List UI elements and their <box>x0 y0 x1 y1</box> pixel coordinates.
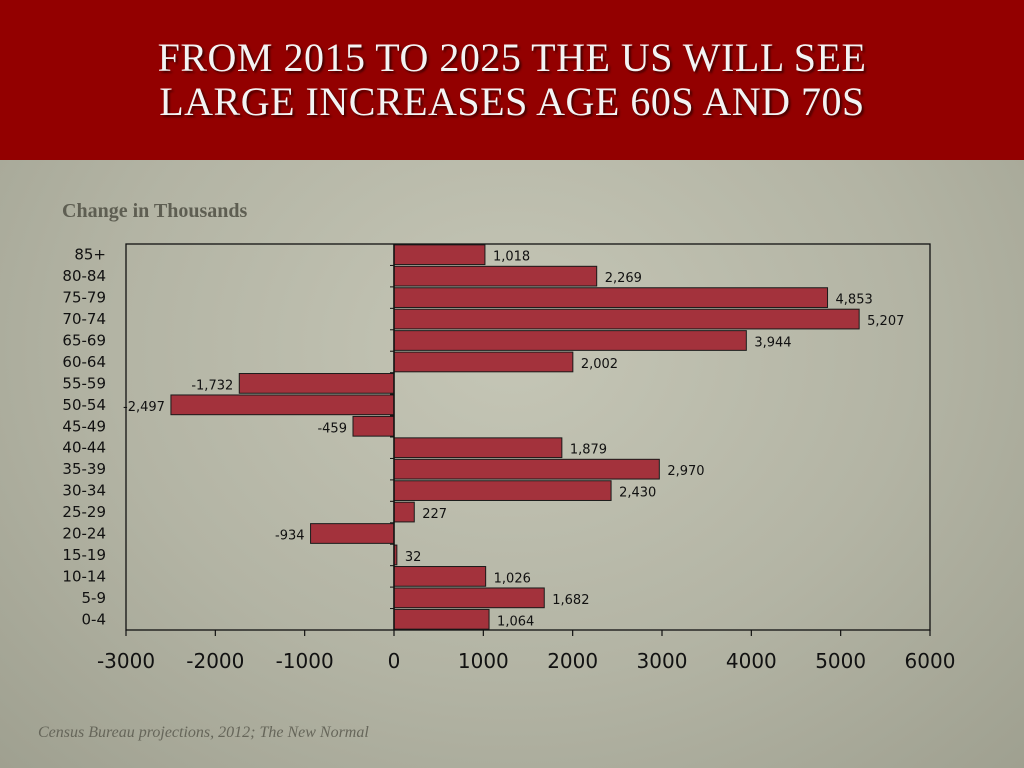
category-label: 25-29 <box>62 503 106 521</box>
category-label: 35-39 <box>62 460 106 478</box>
value-label: -459 <box>317 421 347 436</box>
category-label: 40-44 <box>62 439 106 457</box>
category-label: 60-64 <box>62 353 106 371</box>
x-tick-label: 1000 <box>458 649 509 673</box>
category-label: 5-9 <box>82 589 107 607</box>
slide-title-line-2: large increases age 60s and 70s <box>159 79 865 124</box>
plot-frame <box>125 243 931 631</box>
value-label: 2,970 <box>667 464 704 479</box>
chart-title: Change in Thousands <box>62 200 248 222</box>
x-tick-label: 6000 <box>905 649 956 673</box>
value-label: 3,944 <box>754 336 791 351</box>
bar <box>170 394 395 416</box>
category-label: 10-14 <box>62 567 106 585</box>
x-tick-label: -2000 <box>186 649 244 673</box>
category-label: 70-74 <box>62 310 106 328</box>
source-note: Census Bureau projections, 2012; The New… <box>38 724 369 741</box>
bar <box>393 287 829 308</box>
value-label: 1,026 <box>494 571 531 586</box>
x-tick-label: 0 <box>388 649 401 673</box>
category-label: 65-69 <box>62 332 106 350</box>
category-label: 30-34 <box>62 482 106 500</box>
bar <box>393 587 545 609</box>
value-label: 2,269 <box>605 271 642 286</box>
x-tick-label: 5000 <box>815 649 866 673</box>
category-label: 75-79 <box>62 289 106 307</box>
bar <box>393 265 598 287</box>
category-label: 50-54 <box>62 396 106 414</box>
value-label: 32 <box>405 550 422 565</box>
category-label: 0-4 <box>82 610 107 628</box>
bar <box>393 308 860 330</box>
category-label: 55-59 <box>62 374 106 392</box>
value-label: 2,002 <box>581 357 618 372</box>
slide-title-line-1: From 2015 to 2025 the US will see <box>157 35 867 80</box>
value-label: 5,207 <box>867 314 904 329</box>
value-label: -2,497 <box>123 400 165 415</box>
bar <box>238 373 395 394</box>
bar <box>310 523 395 544</box>
value-label: 4,853 <box>836 293 873 308</box>
category-label: 20-24 <box>62 525 106 543</box>
bar <box>393 244 486 266</box>
value-label: -1,732 <box>191 378 233 393</box>
bar <box>352 415 395 437</box>
x-tick-label: 4000 <box>726 649 777 673</box>
category-label: 85+ <box>74 246 106 264</box>
bar <box>393 351 574 373</box>
x-tick-label: -1000 <box>276 649 334 673</box>
value-label: -934 <box>275 529 305 544</box>
category-label: 80-84 <box>62 267 106 285</box>
bar <box>393 330 747 351</box>
value-label: 1,879 <box>570 443 607 458</box>
title-bar: From 2015 to 2025 the US will see large … <box>0 0 1024 160</box>
value-label: 2,430 <box>619 486 656 501</box>
x-tick-label: 2000 <box>547 649 598 673</box>
value-label: 227 <box>422 507 447 522</box>
x-tick-label: 3000 <box>637 649 688 673</box>
bar <box>393 501 415 523</box>
bar <box>393 458 660 480</box>
value-label: 1,682 <box>552 593 589 608</box>
bar <box>393 480 612 501</box>
bar <box>393 437 563 459</box>
category-label: 45-49 <box>62 417 106 435</box>
value-label: 1,064 <box>497 614 534 629</box>
value-label: 1,018 <box>493 250 530 265</box>
bar <box>393 566 487 587</box>
bar <box>393 608 490 630</box>
category-label: 15-19 <box>62 546 106 564</box>
x-tick-label: -3000 <box>97 649 155 673</box>
